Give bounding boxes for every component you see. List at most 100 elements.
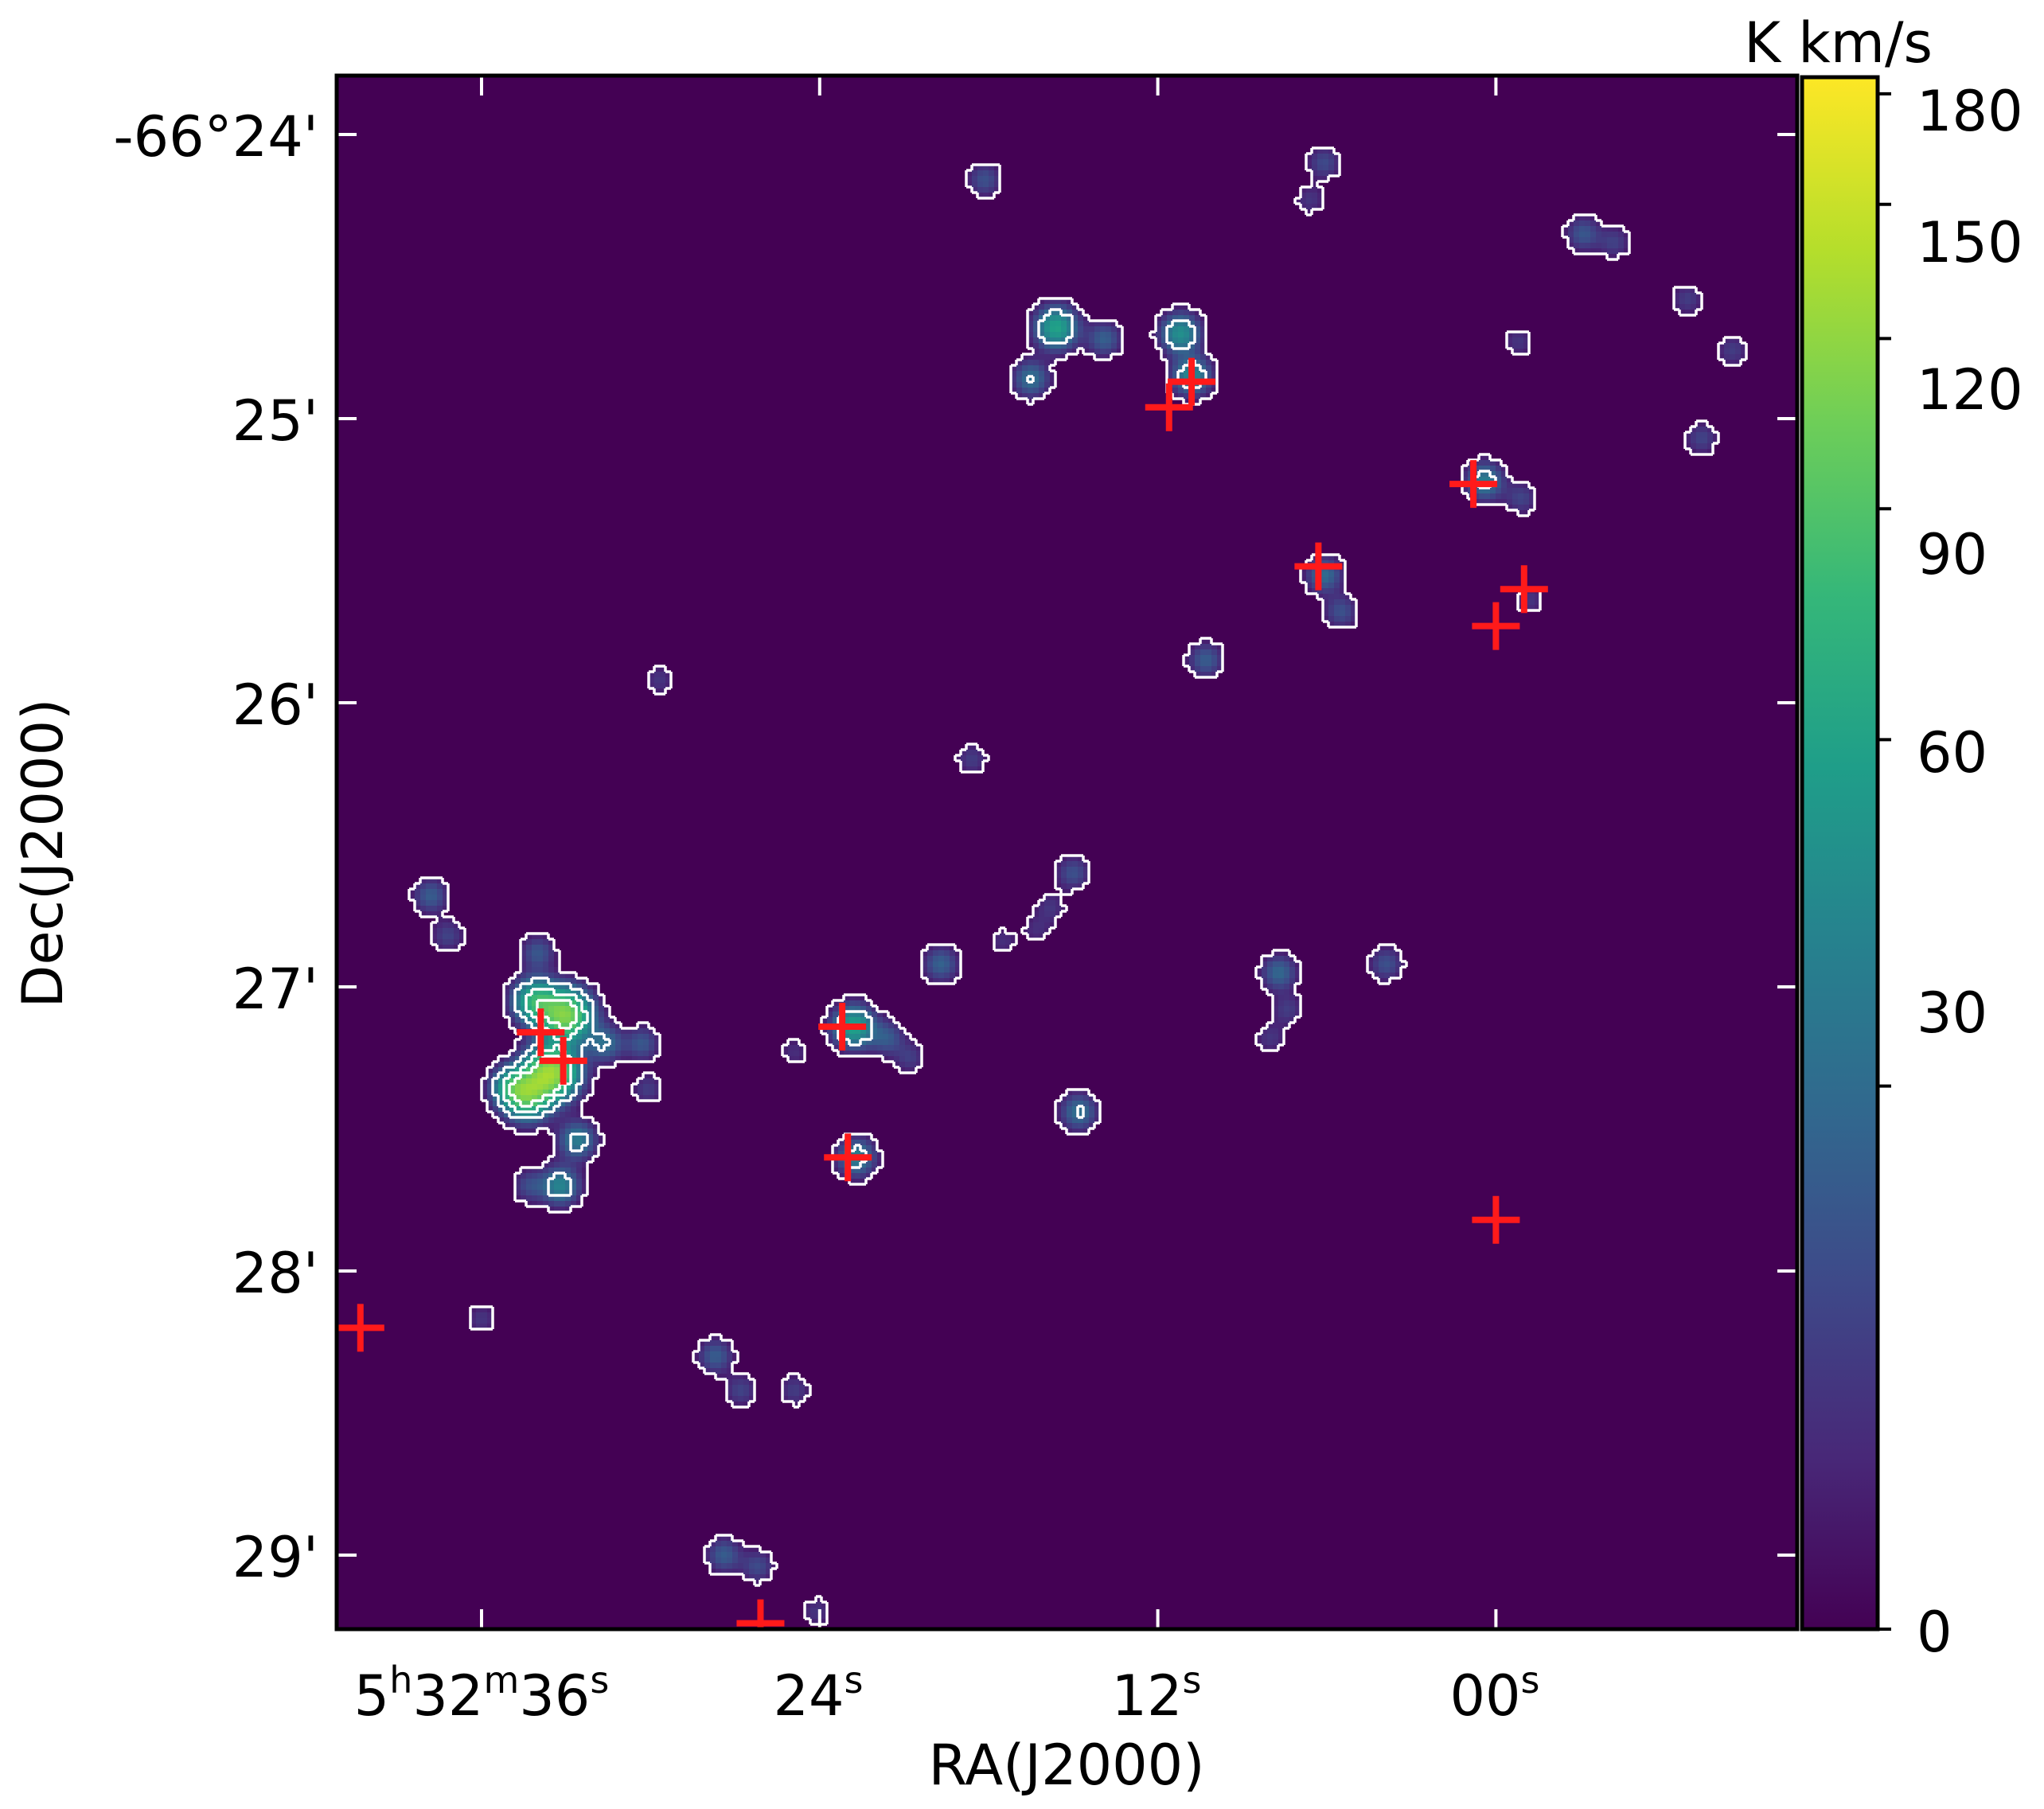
emission-cell (816, 1602, 822, 1608)
emission-cell (604, 1051, 610, 1057)
emission-cell (816, 1597, 822, 1603)
emission-cell (437, 889, 443, 895)
emission-cell (1306, 154, 1313, 160)
emission-cell (548, 1112, 555, 1118)
emission-cell (1083, 872, 1090, 879)
emission-cell (738, 1541, 744, 1547)
source-marker (1168, 357, 1216, 406)
emission-cell (587, 1117, 594, 1124)
emission-cell (1184, 360, 1190, 366)
emission-cell (470, 1307, 477, 1313)
emission-cell (1334, 170, 1340, 177)
emission-cell (805, 1390, 811, 1397)
emission-cell (1490, 499, 1496, 505)
x-axis-title: RA(J2000) (928, 1733, 1204, 1798)
emission-cell (821, 1017, 828, 1023)
emission-cell (1067, 332, 1073, 338)
emission-cell (582, 1062, 588, 1068)
emission-cell (1529, 505, 1535, 511)
emission-cell (521, 1190, 527, 1196)
emission-cell (565, 1168, 571, 1174)
emission-cell (1211, 649, 1218, 656)
emission-cell (504, 1073, 510, 1079)
emission-cell (526, 1173, 532, 1179)
emission-cell (643, 1045, 649, 1051)
emission-cell (1050, 349, 1056, 355)
emission-cell (504, 995, 510, 1001)
emission-cell (1206, 649, 1212, 656)
emission-cell (883, 1039, 889, 1046)
emission-cell (621, 1034, 627, 1040)
emission-cell (1072, 321, 1079, 327)
emission-cell (916, 1056, 923, 1062)
emission-cell (888, 1039, 895, 1046)
emission-cell (799, 1056, 806, 1062)
colorbar-tick-label: 180 (1917, 79, 2023, 144)
emission-cell (571, 1006, 577, 1012)
emission-cell (521, 1073, 527, 1079)
emission-cell (532, 1084, 538, 1090)
emission-cell (1195, 661, 1201, 667)
emission-cell (1195, 393, 1201, 400)
y-tick-labels: -66°24' 25' 26' 27' 28' 29' (113, 104, 318, 1590)
emission-cell (955, 967, 962, 973)
emission-cell (571, 1090, 577, 1096)
emission-cell (994, 945, 1001, 951)
emission-cell (743, 1379, 750, 1386)
emission-cell (532, 989, 538, 996)
emission-cell (721, 1569, 727, 1575)
emission-cell (1078, 1106, 1084, 1113)
emission-cell (638, 1056, 644, 1062)
emission-cell (916, 1045, 923, 1051)
emission-cell (526, 984, 532, 990)
emission-cell (498, 1062, 505, 1068)
emission-cell (560, 1112, 566, 1118)
emission-cell (927, 950, 934, 957)
emission-cell (587, 1006, 594, 1012)
emission-cell (532, 995, 538, 1001)
emission-cell (521, 1045, 527, 1051)
emission-cell (1061, 883, 1067, 890)
emission-cell (521, 950, 527, 957)
emission-cell (1089, 1117, 1095, 1124)
emission-cell (1206, 655, 1212, 661)
emission-cell (515, 1078, 521, 1085)
emission-cell (894, 1045, 900, 1051)
emission-cell (866, 1017, 872, 1023)
emission-cell (1184, 382, 1190, 388)
emission-cell (1033, 911, 1040, 918)
emission-cell (1384, 978, 1391, 984)
emission-cell (872, 1140, 878, 1146)
emission-cell (593, 1134, 599, 1140)
emission-cell (448, 917, 454, 923)
emission-cell (1674, 304, 1680, 310)
emission-cell (1100, 337, 1106, 344)
emission-cell (560, 984, 566, 990)
emission-cell (844, 1006, 850, 1012)
emission-cell (582, 1117, 588, 1124)
emission-cell (554, 1207, 560, 1213)
emission-cell (1273, 1034, 1279, 1040)
emission-cell (1033, 310, 1040, 316)
emission-cell (493, 1095, 499, 1101)
emission-cell (526, 1062, 532, 1068)
emission-cell (1022, 360, 1028, 366)
emission-cell (1596, 248, 1602, 255)
emission-cell (1312, 198, 1318, 205)
emission-cell (866, 1051, 872, 1057)
emission-cell (1178, 388, 1184, 394)
emission-cell (621, 1051, 627, 1057)
emission-cell (1707, 427, 1714, 433)
emission-cell (454, 934, 460, 940)
emission-cell (1028, 315, 1034, 322)
emission-cell (554, 1134, 560, 1140)
emission-cell (565, 984, 571, 990)
emission-cell (1574, 243, 1580, 249)
emission-cell (1267, 967, 1274, 973)
emission-cell (526, 1051, 532, 1057)
emission-cell (1278, 973, 1285, 979)
emission-cell (704, 1340, 711, 1347)
emission-cell (1072, 343, 1079, 349)
emission-cell (872, 1168, 878, 1174)
emission-cell (509, 1084, 516, 1090)
